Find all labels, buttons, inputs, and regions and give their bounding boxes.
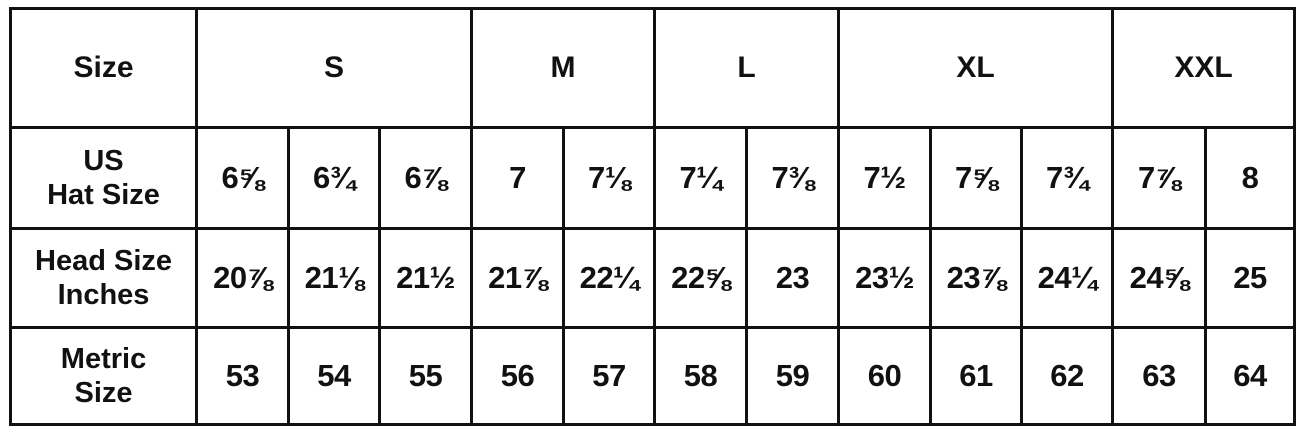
row-label-line2: Hat Size [47, 179, 160, 211]
size-value-cell: 54 [287, 326, 381, 426]
size-value-cell: 22¼ [562, 227, 656, 329]
size-header-row: Size S M L XL XXL [9, 7, 1297, 129]
row-label-line1: Metric [60, 343, 147, 375]
size-value-cell: 58 [653, 326, 748, 426]
size-value-cell: 8 [1204, 126, 1297, 230]
size-value-cell: 7½ [837, 126, 933, 230]
size-value-cell: 25 [1204, 227, 1297, 329]
size-value-cell: 23½ [837, 227, 933, 329]
row-label: Head Size Inches [9, 227, 198, 329]
size-value-cell: 64 [1204, 326, 1297, 426]
size-value-cell: 21⅞ [470, 227, 565, 329]
size-value-cell: 6⅝ [195, 126, 290, 230]
metric-size-row: Metric Size 53 54 55 56 57 58 59 60 61 62 63 64 [9, 326, 1297, 426]
size-header-label: Size [9, 7, 198, 129]
row-label-line2: Size [74, 377, 133, 409]
size-value-cell: 21⅛ [287, 227, 381, 329]
size-group-s: S [195, 7, 473, 129]
size-value-cell: 7⅜ [744, 126, 841, 230]
size-value-cell: 24¼ [1020, 227, 1115, 329]
size-value-cell: 7¾ [1020, 126, 1115, 230]
size-group-xxl: XXL [1111, 7, 1297, 129]
size-value-cell: 60 [837, 326, 933, 426]
row-label-line1: Head Size [35, 245, 172, 277]
size-value-cell: 61 [929, 326, 1024, 426]
row-label: US Hat Size [9, 126, 198, 230]
us-hat-size-row: US Hat Size 6⅝ 6¾ 6⅞ 7 7⅛ 7¼ 7⅜ 7½ 7⅝ 7¾ 7⅞ 8 [9, 126, 1297, 230]
size-group-xl: XL [837, 7, 1115, 129]
size-value-cell: 7⅛ [562, 126, 656, 230]
size-value-cell: 59 [744, 326, 841, 426]
size-value-cell: 24⅝ [1111, 227, 1208, 329]
size-value-cell: 56 [470, 326, 565, 426]
size-value-cell: 63 [1111, 326, 1208, 426]
size-value-cell: 6¾ [287, 126, 381, 230]
head-size-inches-row: Head Size Inches 20⅞ 21⅛ 21½ 21⅞ 22¼ 22⅝ 23 23½ 23… [9, 227, 1297, 329]
size-value-cell: 7⅞ [1111, 126, 1208, 230]
size-value-cell: 23⅞ [929, 227, 1024, 329]
size-value-cell: 7 [470, 126, 565, 230]
size-value-cell: 6⅞ [378, 126, 473, 230]
size-value-cell: 7⅝ [929, 126, 1024, 230]
row-label-line1: US [83, 145, 124, 177]
size-value-cell: 7¼ [653, 126, 748, 230]
size-value-cell: 55 [378, 326, 473, 426]
size-value-cell: 23 [744, 227, 841, 329]
hat-size-chart: Size S M L XL XXL US Hat Size 6⅝ 6¾ 6⅞ 7 7⅛ 7¼ 7… [9, 7, 1297, 426]
size-value-cell: 53 [195, 326, 290, 426]
size-group-m: M [470, 7, 656, 129]
size-value-cell: 57 [562, 326, 656, 426]
size-value-cell: 22⅝ [653, 227, 748, 329]
size-value-cell: 20⅞ [195, 227, 290, 329]
size-group-l: L [652, 7, 841, 129]
row-label: Metric Size [9, 326, 198, 426]
size-value-cell: 62 [1020, 326, 1115, 426]
size-value-cell: 21½ [378, 227, 473, 329]
row-label-line2: Inches [57, 279, 150, 311]
